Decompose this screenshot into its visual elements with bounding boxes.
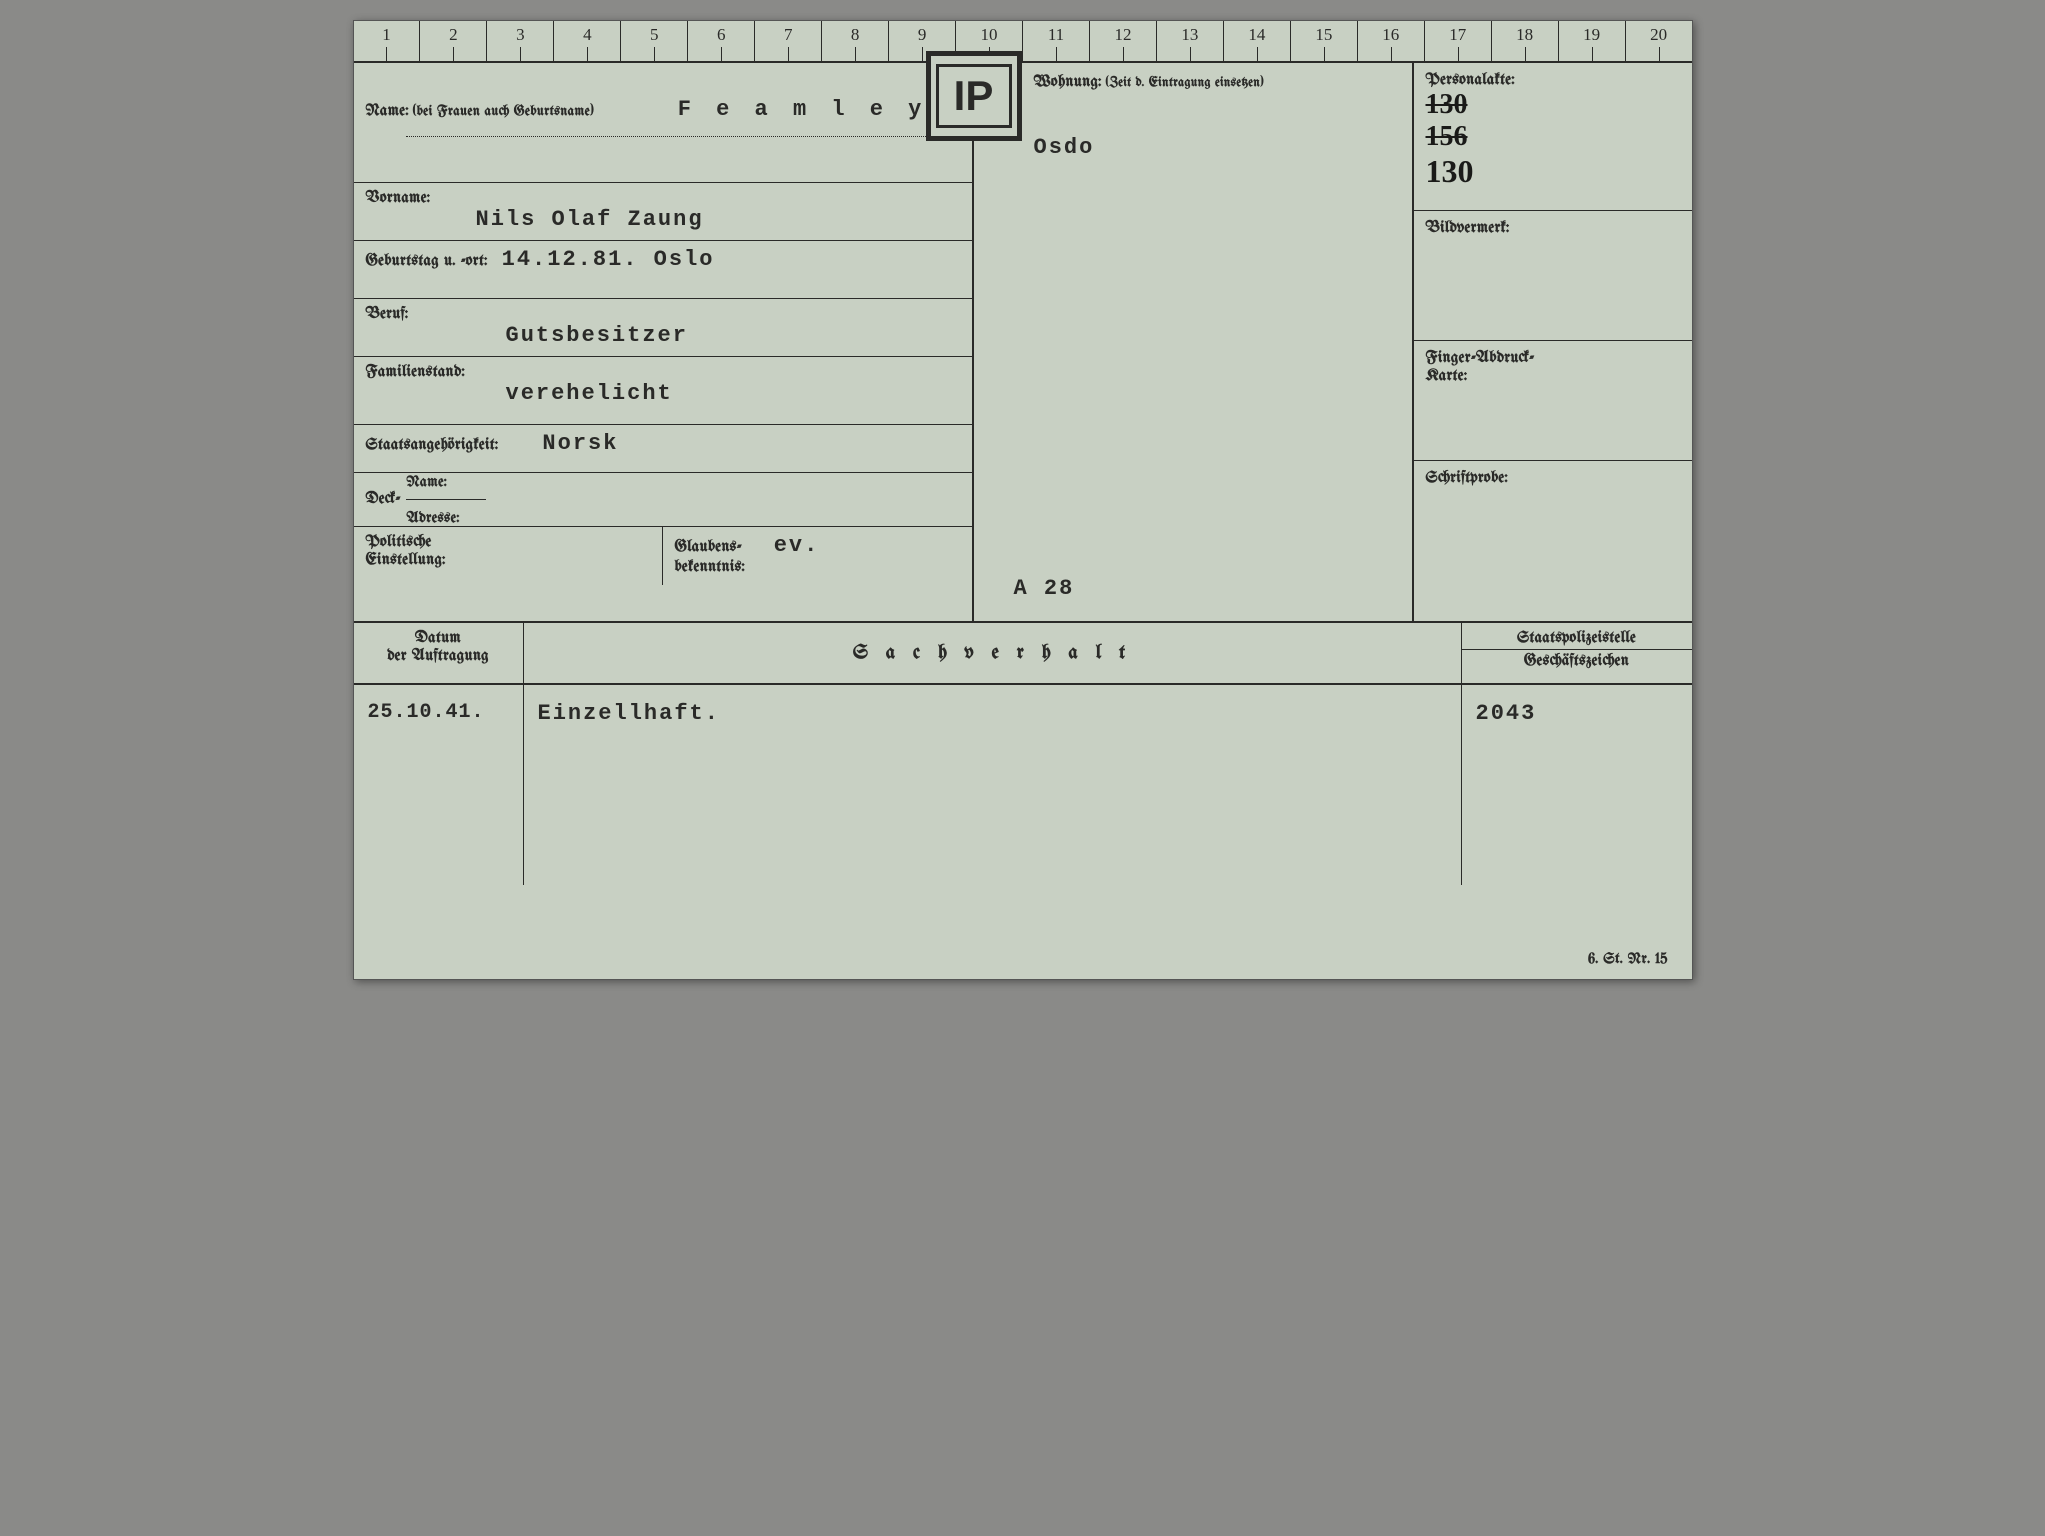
value-pers2: 156: [1426, 121, 1468, 152]
ruler-mark: 16: [1358, 21, 1425, 61]
vorname-cell: Vorname: Nils Olaf Zaung: [354, 183, 972, 241]
value-staats: Norsk: [542, 431, 618, 456]
personalakte-cell: Personalakte: 130 156 130: [1414, 63, 1692, 211]
label-finger: Finger-Abdruck-: [1426, 350, 1535, 367]
label-beruf: Beruf:: [366, 306, 409, 323]
glaubens-cell: Glaubens- ev. bekenntnis:: [663, 527, 972, 585]
politische-cell: Politische Einstellung:: [354, 527, 663, 585]
log-header: Datum der Auftragung S a c h v e r h a l…: [354, 623, 1692, 685]
label-glaubens: Glaubens-: [675, 539, 742, 556]
ruler-mark: 13: [1157, 21, 1224, 61]
label-bekenntnis: bekenntnis:: [675, 559, 746, 576]
value-log-date: 25.10.41.: [368, 701, 485, 724]
value-pers3: 130: [1426, 153, 1474, 189]
label-deck-name: Name:: [406, 474, 447, 490]
ruler-mark: 17: [1425, 21, 1492, 61]
ruler-mark: 19: [1559, 21, 1626, 61]
ruler-mark: 11: [1023, 21, 1090, 61]
header-stelle: Staatspolizeistelle Geschäftszeichen: [1462, 623, 1692, 683]
ruler-mark: 8: [822, 21, 889, 61]
log-text-cell: Einzellhaft.: [524, 685, 1462, 885]
ruler-mark: 6: [688, 21, 755, 61]
label-schriftprobe: Schriftprobe:: [1426, 470, 1508, 487]
value-log-ref: 2043: [1476, 701, 1537, 726]
log-date-cell: 25.10.41.: [354, 685, 524, 885]
middle-column: IP Wohnung: (Zeit d. Eintragung einsetze…: [974, 63, 1414, 621]
value-vorname: Nils Olaf Zaung: [476, 207, 704, 232]
ruler: 1234567891011121314151617181920: [354, 21, 1692, 63]
label-bildvermerk: Bildvermerk:: [1426, 220, 1510, 237]
label-stelle: Staatspolizeistelle: [1517, 630, 1636, 647]
right-column: Personalakte: 130 156 130 Bildvermerk: F…: [1414, 63, 1692, 621]
value-familien: verehelicht: [506, 381, 673, 406]
upper-section: Name: (bei Frauen auch Geburtsname) F e …: [354, 63, 1692, 623]
deck-cell: Deck- Name: Adresse:: [354, 473, 972, 527]
ruler-mark: 7: [755, 21, 822, 61]
left-column: Name: (bei Frauen auch Geburtsname) F e …: [354, 63, 974, 621]
label-auftragung: der Auftragung: [387, 648, 489, 665]
label-wohnung: Wohnung:: [1034, 74, 1102, 91]
label-wohnung-note: (Zeit d. Eintragung einsetzen): [1106, 77, 1264, 90]
log-row: 25.10.41. Einzellhaft. 2043: [354, 685, 1692, 885]
value-glaubens: ev.: [774, 533, 820, 558]
geburt-cell: Geburtstag u. -ort: 14.12.81. Oslo: [354, 241, 972, 299]
ruler-mark: 12: [1090, 21, 1157, 61]
label-sachverhalt: S a c h v e r h a l t: [853, 643, 1131, 664]
label-deck: Deck-: [366, 491, 401, 508]
value-surname: F e a m l e y: [678, 97, 928, 122]
label-familien: Familienstand:: [366, 364, 466, 381]
label-datum: Datum: [415, 630, 461, 647]
value-akten: A 28: [1014, 576, 1075, 601]
header-datum: Datum der Auftragung: [354, 623, 524, 683]
bildvermerk-cell: Bildvermerk:: [1414, 211, 1692, 341]
label-name: Name:: [366, 103, 409, 120]
ruler-mark: 3: [487, 21, 554, 61]
value-beruf: Gutsbesitzer: [506, 323, 688, 348]
beruf-cell: Beruf: Gutsbesitzer: [354, 299, 972, 357]
label-name-note: (bei Frauen auch Geburtsname): [413, 104, 594, 119]
ruler-mark: 18: [1492, 21, 1559, 61]
pol-glaub-row: Politische Einstellung: Glaubens- ev. be…: [354, 527, 972, 585]
label-einstellung: Einstellung:: [366, 552, 446, 569]
staats-cell: Staatsangehörigkeit: Norsk: [354, 425, 972, 473]
log-ref-cell: 2043: [1462, 685, 1692, 885]
ruler-mark: 4: [554, 21, 621, 61]
value-geburt: 14.12.81. Oslo: [502, 247, 715, 272]
record-card: 1234567891011121314151617181920 Name: (b…: [353, 20, 1693, 980]
schriftprobe-cell: Schriftprobe:: [1414, 461, 1692, 621]
value-pers1: 130: [1426, 89, 1468, 120]
ruler-mark: 1: [354, 21, 421, 61]
label-staats: Staatsangehörigkeit:: [366, 437, 499, 454]
header-sachverhalt: S a c h v e r h a l t: [524, 623, 1462, 683]
label-personalakte: Personalakte:: [1426, 72, 1515, 89]
label-zeichen: Geschäftszeichen: [1524, 653, 1629, 670]
label-geburt: Geburtstag u. -ort:: [366, 253, 488, 270]
value-log-text: Einzellhaft.: [538, 701, 720, 726]
footer-note: 6. St. Nr. 15: [1588, 951, 1667, 967]
value-wohnung: Osdo: [1034, 135, 1412, 160]
ruler-mark: 20: [1626, 21, 1692, 61]
ruler-mark: 15: [1291, 21, 1358, 61]
name-cell: Name: (bei Frauen auch Geburtsname) F e …: [354, 63, 972, 183]
ip-stamp: IP: [926, 51, 1022, 141]
familien-cell: Familienstand: verehelicht: [354, 357, 972, 425]
fingerprint-cell: Finger-Abdruck- Karte:: [1414, 341, 1692, 461]
label-deck-adresse: Adresse:: [406, 510, 459, 526]
label-politische: Politische: [366, 534, 432, 551]
label-karte: Karte:: [1426, 368, 1468, 385]
label-vorname: Vorname:: [366, 190, 431, 207]
ruler-mark: 5: [621, 21, 688, 61]
ruler-mark: 2: [420, 21, 487, 61]
ip-stamp-text: IP: [936, 64, 1012, 128]
ruler-mark: 14: [1224, 21, 1291, 61]
